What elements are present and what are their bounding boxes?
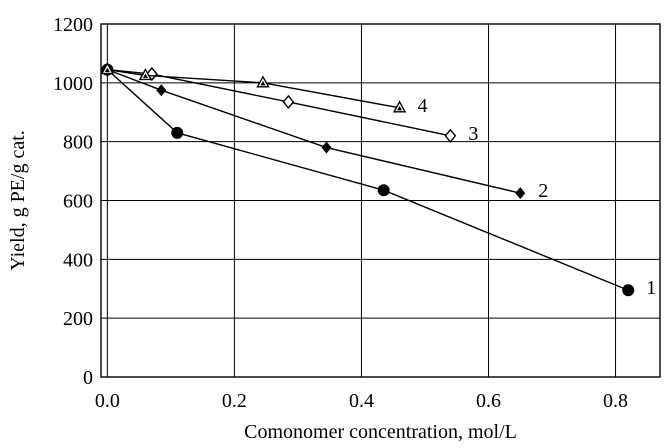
data-point-inner [260,80,266,86]
x-tick-label: 0.2 [222,390,247,412]
tick-labels: 0 200 400 600 800 1000 1200 0.0 0.2 0.4 0.6 0.8 [53,14,628,412]
data-point [282,94,295,110]
data-point [622,284,635,297]
series-line [107,68,451,137]
data-point-inner [104,67,110,73]
x-axis-title: Comonomer concentration, mol/L [244,421,517,443]
y-tick-label: 600 [63,191,93,213]
series-label: 1 [646,277,656,299]
y-axis-title: Yield, g PE/g cat. [7,130,29,271]
y-tick-label: 200 [63,308,93,330]
x-tick-label: 0.6 [476,390,501,412]
series-label: 4 [418,95,428,117]
series-line [107,68,521,194]
y-tick-label: 800 [63,132,93,154]
series-2: 2 [102,63,548,202]
y-tick-label: 0 [83,367,93,389]
series-label: 3 [468,123,478,145]
data-point [444,128,457,143]
y-tick-label: 400 [63,249,93,271]
grid-lines [101,24,660,377]
x-tick-label: 0.0 [95,390,120,412]
series-line [106,69,629,291]
data-point [156,84,167,97]
x-tick-label: 0.4 [349,390,374,412]
data-point [515,187,526,200]
data-point [171,126,184,139]
series-4: 4 [100,62,428,117]
data-point-inner [142,73,148,78]
y-tick-label: 1000 [53,73,93,95]
data-point [377,184,390,197]
x-tick-label: 0.8 [603,390,628,412]
y-tick-label: 1200 [53,14,93,36]
data-point-inner [397,105,403,111]
data-point [321,141,332,154]
plot-area-frame [100,23,661,378]
series-group: 1 2 3 4 [100,62,656,299]
series-line [107,68,400,109]
series-label: 2 [538,180,548,202]
